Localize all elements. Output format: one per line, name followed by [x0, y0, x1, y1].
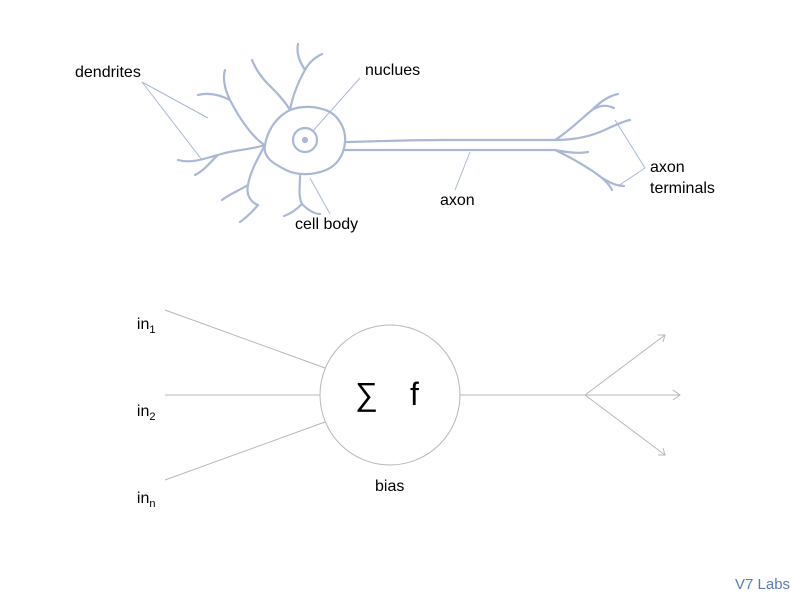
activation-fn-symbol: f — [410, 376, 419, 413]
bias-label: bias — [375, 478, 404, 496]
label-axon: axon — [440, 192, 475, 210]
artificial-neuron-svg — [0, 270, 800, 600]
attribution: V7 Labs — [735, 576, 790, 593]
label-axon-terminals: axon terminals — [650, 158, 715, 200]
bio-neuron-svg — [0, 0, 800, 270]
label-cell-body: cell body — [295, 216, 358, 234]
label-dendrites: dendrites — [75, 64, 141, 82]
input-2-label: in2 — [128, 385, 155, 423]
label-nucleus: nuclues — [365, 62, 420, 80]
sigma-symbol: ∑ — [355, 376, 378, 413]
input-n-label: inn — [128, 472, 155, 510]
input-1-label: in1 — [128, 298, 155, 336]
